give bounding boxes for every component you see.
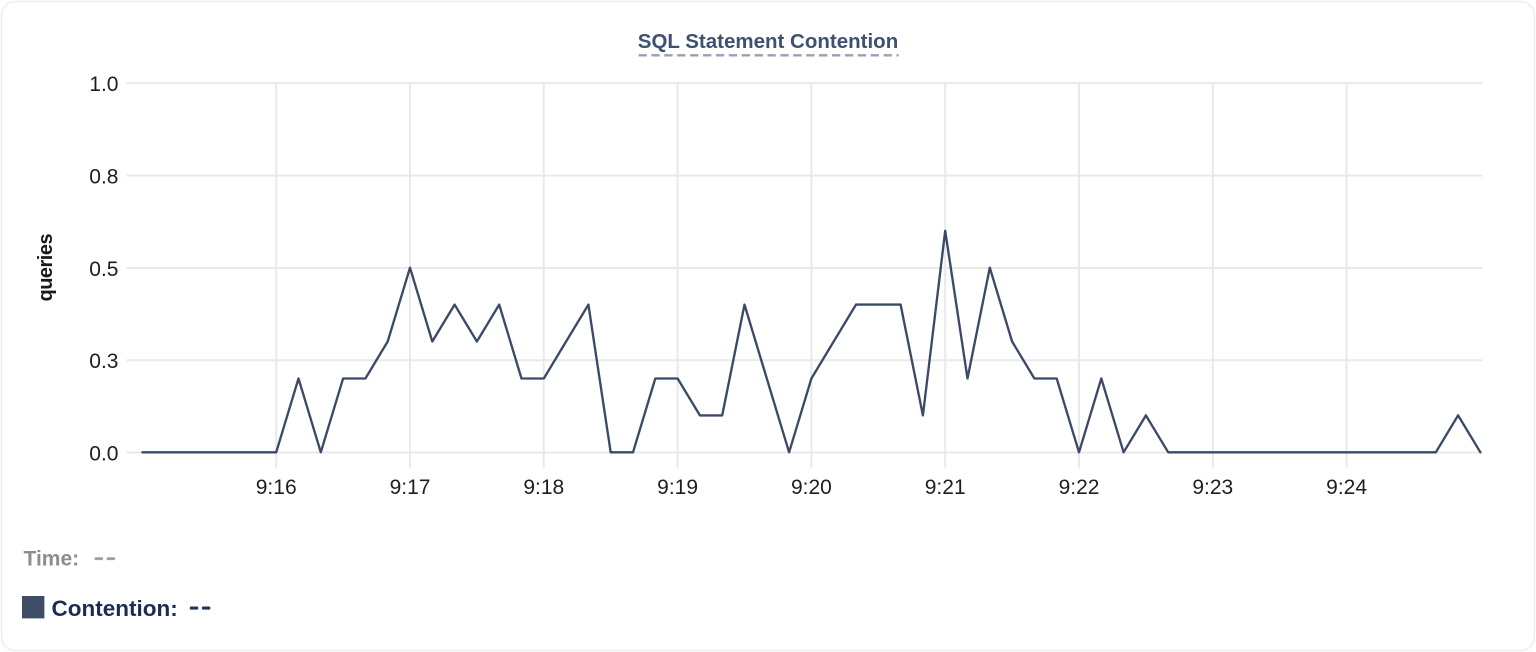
svg-text:9:19: 9:19	[657, 476, 698, 499]
svg-text:9:16: 9:16	[256, 476, 297, 499]
svg-text:9:24: 9:24	[1326, 476, 1367, 499]
svg-text:9:23: 9:23	[1192, 476, 1233, 499]
svg-text:9:18: 9:18	[523, 476, 564, 499]
svg-text:Contention:: Contention:	[52, 596, 178, 621]
svg-text:0.3: 0.3	[89, 350, 118, 373]
svg-text:9:22: 9:22	[1059, 476, 1100, 499]
svg-text:Time:: Time:	[24, 547, 80, 570]
svg-text:9:17: 9:17	[390, 476, 431, 499]
svg-text:1.0: 1.0	[89, 73, 118, 96]
svg-text:0.0: 0.0	[89, 442, 118, 465]
svg-text:0.8: 0.8	[89, 165, 118, 188]
svg-text:SQL Statement Contention: SQL Statement Contention	[638, 30, 898, 53]
svg-text:queries: queries	[35, 234, 57, 302]
svg-text:0.5: 0.5	[89, 258, 118, 281]
svg-text:9:21: 9:21	[925, 476, 966, 499]
svg-text:9:20: 9:20	[791, 476, 832, 499]
